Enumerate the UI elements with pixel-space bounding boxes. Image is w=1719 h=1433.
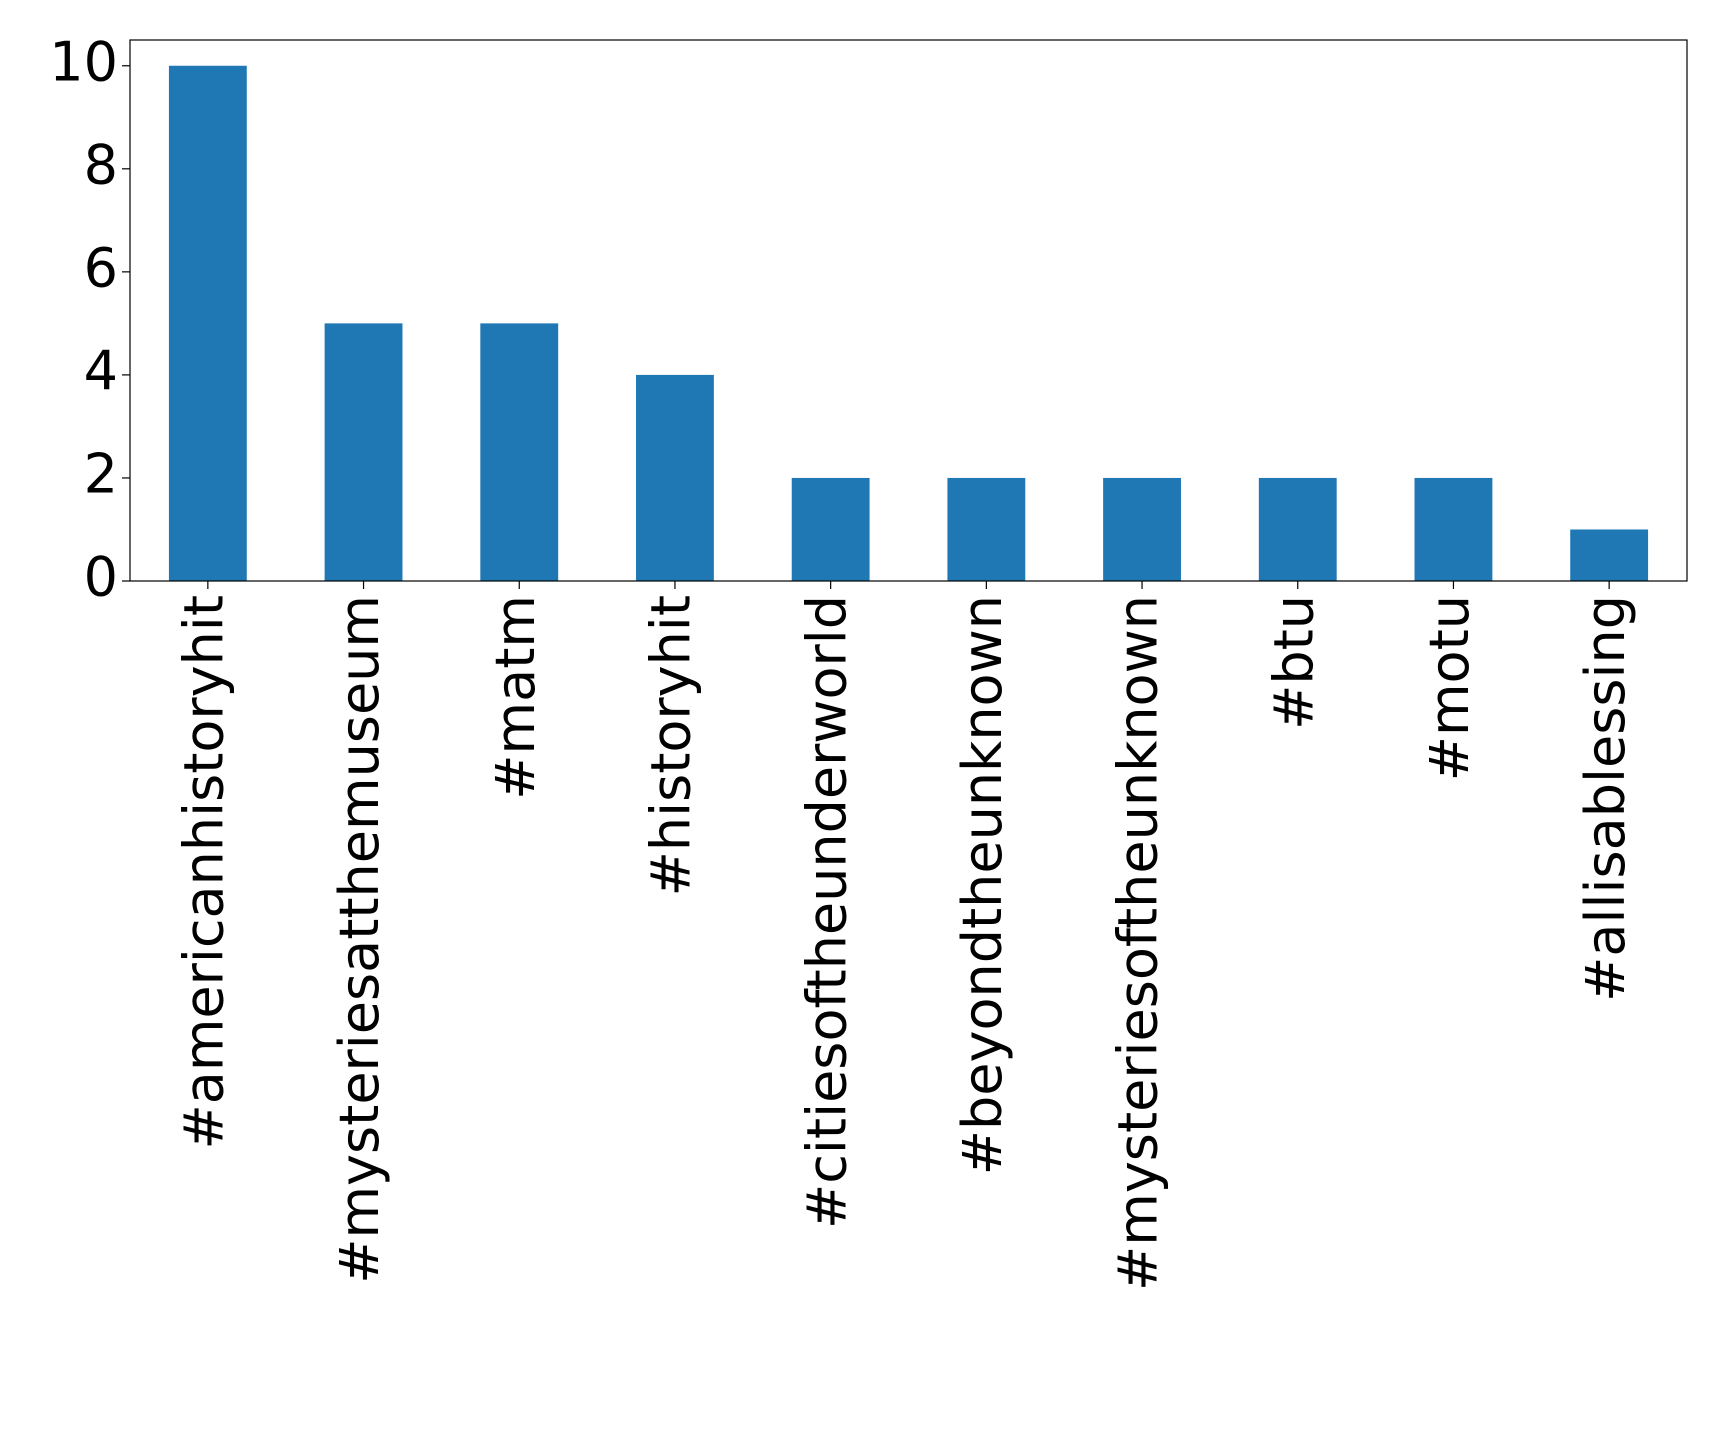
y-tick-label: 8 <box>84 133 118 196</box>
x-tick-label: #matm <box>484 595 547 800</box>
x-tick-label: #americanhistoryhit <box>172 595 235 1150</box>
bar <box>947 477 1026 581</box>
y-tick-label: 6 <box>84 236 118 299</box>
bar <box>1103 477 1181 581</box>
x-tick-label: #allisablessing <box>1574 595 1637 1002</box>
bar <box>791 477 870 581</box>
bar <box>636 374 714 581</box>
x-tick-label: #historyhit <box>640 595 703 896</box>
y-tick-label: 10 <box>49 30 118 93</box>
bar <box>324 323 403 581</box>
x-tick-label: #mysteriesoftheunknown <box>1107 595 1170 1291</box>
bar <box>1570 529 1649 581</box>
bar <box>1258 477 1337 581</box>
bar <box>168 65 247 581</box>
x-tick-label: #motu <box>1418 595 1481 781</box>
x-tick-label: #beyondtheunknown <box>951 595 1014 1175</box>
y-tick-label: 4 <box>84 340 118 403</box>
x-tick-label: #citiesoftheunderworld <box>795 595 858 1229</box>
x-tick-label: #btu <box>1262 595 1325 730</box>
y-tick-label: 0 <box>84 546 118 609</box>
y-tick-label: 2 <box>84 443 118 506</box>
plot-frame <box>129 39 1688 582</box>
bar <box>1414 477 1493 581</box>
x-tick-label: #mysteriesatthemuseum <box>328 595 391 1284</box>
bar <box>480 323 559 581</box>
